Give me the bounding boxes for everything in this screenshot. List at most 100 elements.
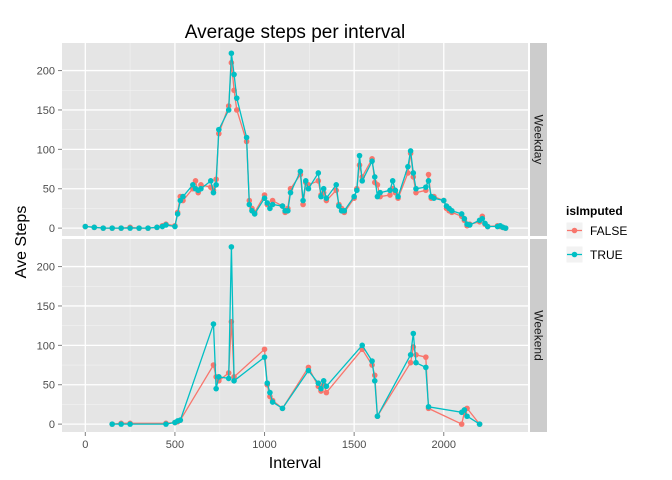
panel-weekday: 0 50 100 150 200 Weekday: [37, 43, 547, 236]
data-point: [279, 405, 286, 412]
data-point: [374, 413, 381, 420]
data-point: [413, 189, 419, 196]
data-point: [172, 223, 178, 230]
data-point: [210, 189, 217, 196]
data-point: [359, 342, 366, 349]
data-point: [413, 359, 419, 366]
data-point: [323, 195, 330, 201]
data-point: [318, 193, 324, 200]
data-point: [264, 200, 271, 206]
data-point: [145, 225, 151, 231]
legend-title: isImputed: [566, 204, 623, 218]
data-point: [174, 211, 181, 217]
data-point: [251, 211, 258, 217]
chart-title: Average steps per interval: [185, 22, 405, 43]
facet-strip-label: Weekend: [532, 310, 546, 360]
data-point: [300, 197, 306, 204]
data-point: [210, 321, 217, 327]
y-tick-label: 200: [37, 66, 55, 78]
data-point: [198, 181, 204, 188]
data-point: [320, 185, 327, 192]
data-point: [136, 225, 142, 231]
data-point: [213, 385, 219, 392]
data-point: [269, 197, 276, 204]
data-point: [163, 421, 169, 427]
data-point: [318, 385, 324, 392]
facet-strip: [530, 43, 547, 236]
data-point: [261, 346, 268, 353]
panel-weekend: 0 50 100 150 200 Weekend 0 500 1000 1500 2000: [37, 239, 547, 451]
facet-strip: [530, 239, 547, 432]
legend-point: [571, 227, 578, 234]
data-point: [405, 163, 411, 170]
data-point: [425, 403, 432, 410]
data-point: [109, 421, 115, 427]
data-point: [392, 187, 399, 194]
data-point: [315, 380, 322, 386]
data-point: [369, 158, 375, 164]
data-point: [118, 225, 124, 231]
data-point: [100, 225, 107, 231]
data-point: [231, 377, 237, 384]
data-point: [269, 399, 276, 405]
data-point: [109, 225, 115, 231]
data-point: [233, 95, 240, 101]
data-point: [423, 364, 429, 371]
x-tick-label: 1500: [342, 439, 366, 451]
data-point: [356, 152, 363, 159]
data-point: [315, 170, 322, 176]
data-point: [228, 244, 235, 250]
data-point: [91, 224, 98, 231]
data-point: [118, 421, 124, 427]
legend-point: [571, 251, 578, 258]
data-point: [431, 195, 437, 201]
data-point: [315, 178, 322, 184]
data-point: [458, 211, 465, 217]
data-point: [410, 170, 417, 176]
data-point: [269, 201, 276, 208]
data-point: [279, 203, 286, 209]
data-point: [351, 193, 357, 200]
data-point: [323, 389, 330, 396]
panel-background: [62, 239, 528, 432]
facet-panels: 0 50 100 150 200 Weekday 0 50 100 150 200 Weekend 0 5…: [37, 43, 547, 451]
series-true: [82, 50, 509, 231]
data-point: [374, 193, 381, 200]
data-point: [177, 197, 184, 204]
data-point: [216, 126, 222, 133]
y-tick-label: 100: [37, 144, 55, 156]
data-point: [410, 330, 417, 337]
data-point: [305, 367, 312, 374]
data-point: [192, 178, 199, 184]
data-point: [243, 134, 250, 141]
legend: isImputed FALSE TRUE: [565, 204, 627, 264]
data-point: [407, 148, 414, 154]
data-point: [323, 383, 330, 390]
data-point: [333, 181, 340, 188]
data-point: [466, 222, 473, 228]
y-tick-label: 200: [37, 262, 55, 274]
y-tick-label: 0: [49, 223, 55, 235]
data-point: [285, 207, 291, 214]
y-tick-label: 150: [37, 105, 55, 117]
data-point: [449, 207, 455, 214]
data-point: [198, 185, 204, 192]
y-tick-label: 100: [37, 340, 55, 352]
data-point: [461, 407, 468, 413]
data-point: [377, 189, 383, 196]
data-point: [267, 389, 273, 396]
data-point: [476, 421, 483, 427]
legend-entry-false: FALSE: [565, 221, 627, 240]
x-tick-label: 2000: [432, 439, 456, 451]
data-point: [305, 185, 312, 192]
facet-strip-label: Weekday: [532, 115, 546, 165]
data-point: [228, 50, 235, 57]
data-point: [371, 377, 378, 384]
data-point: [461, 215, 468, 222]
data-point: [246, 201, 253, 208]
data-point: [225, 375, 232, 382]
data-point: [190, 181, 196, 188]
data-point: [423, 184, 429, 190]
data-point: [387, 192, 393, 198]
